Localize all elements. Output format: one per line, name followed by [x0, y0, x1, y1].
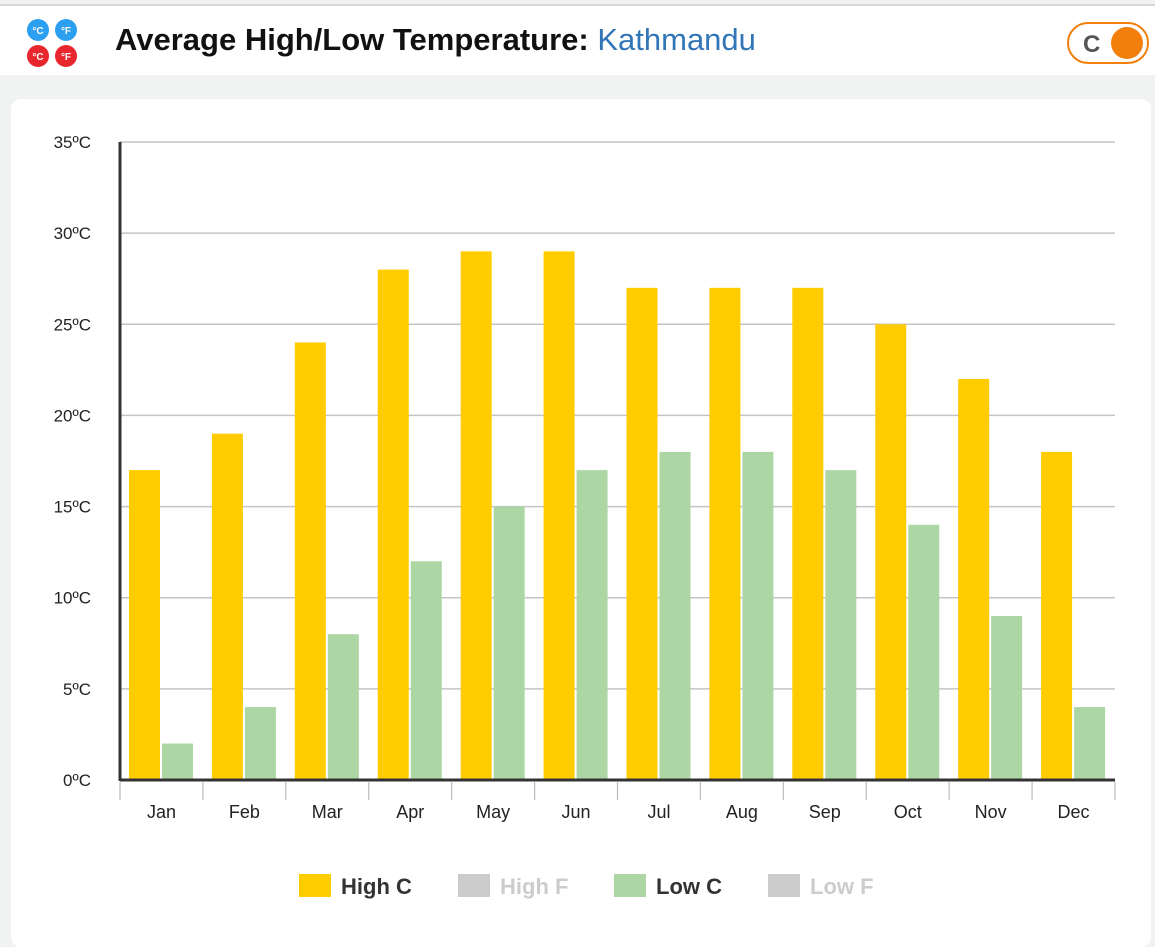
legend-item-high-c[interactable]: High C [299, 874, 412, 899]
y-tick-label: 15ºC [54, 498, 91, 517]
bar-low-c-jun [576, 470, 608, 780]
bar-high-c-sep [792, 287, 824, 780]
header: °C °F °C °F Average High/Low Temperature… [0, 6, 1155, 75]
x-tick-label: Feb [229, 802, 260, 822]
bar-high-c-may [460, 251, 492, 780]
x-tick-label: Jul [647, 802, 670, 822]
x-tick-label: Apr [396, 802, 424, 822]
x-tick-label: Jun [562, 802, 591, 822]
x-tick-label: Mar [312, 802, 343, 822]
top-border [0, 4, 1155, 6]
x-tick-label: Nov [975, 802, 1007, 822]
bar-low-c-aug [742, 451, 774, 780]
x-tick-label: Sep [809, 802, 841, 822]
bar-high-c-jan [129, 470, 160, 780]
legend-item-high-f[interactable]: High F [458, 874, 568, 899]
unit-toggle[interactable]: C [1067, 22, 1149, 64]
bar-low-c-oct [908, 524, 940, 780]
x-tick-label: Aug [726, 802, 758, 822]
legend-swatch [299, 874, 331, 897]
bar-low-c-may [493, 506, 525, 780]
bar-low-c-sep [825, 470, 857, 780]
bar-high-c-mar [294, 342, 326, 780]
bar-high-c-jun [543, 251, 575, 780]
y-tick-label: 10ºC [54, 589, 91, 608]
y-tick-label: 35ºC [54, 133, 91, 152]
legend-label: High F [500, 874, 568, 899]
x-tick-label: Dec [1058, 802, 1090, 822]
legend-label: High C [341, 874, 412, 899]
page-title: Average High/Low Temperature: Kathmandu [115, 22, 756, 58]
bar-low-c-jul [659, 451, 691, 780]
bar-low-c-mar [327, 634, 359, 780]
title-text: Average High/Low Temperature: [115, 22, 589, 57]
legend-item-low-c[interactable]: Low C [614, 874, 722, 899]
temperature-units-logo: °C °F °C °F [27, 19, 77, 67]
y-tick-label: 5ºC [63, 680, 91, 699]
bar-high-c-feb [211, 433, 243, 780]
y-tick-label: 30ºC [54, 224, 91, 243]
bar-high-c-dec [1041, 451, 1073, 780]
bar-low-c-apr [410, 561, 442, 780]
bar-high-c-nov [958, 378, 990, 780]
svg-text:°F: °F [61, 26, 71, 37]
x-tick-label: Jan [147, 802, 176, 822]
bar-high-c-apr [377, 269, 409, 780]
y-tick-label: 20ºC [54, 406, 91, 425]
legend-label: Low C [656, 874, 722, 899]
bar-high-c-aug [709, 287, 741, 780]
x-tick-label: Oct [894, 802, 922, 822]
bar-low-c-feb [244, 707, 276, 780]
svg-text:°C: °C [32, 26, 43, 37]
legend-item-low-f[interactable]: Low F [768, 874, 874, 899]
bar-high-c-jul [626, 287, 658, 780]
legend-swatch [614, 874, 646, 897]
y-tick-label: 0ºC [63, 771, 91, 790]
bar-low-c-dec [1074, 707, 1106, 780]
x-tick-label: May [476, 802, 510, 822]
unit-toggle-label: C [1083, 31, 1101, 58]
y-tick-label: 25ºC [54, 315, 91, 334]
bar-low-c-nov [991, 615, 1023, 780]
svg-text:°C: °C [32, 52, 43, 63]
chart-card: 0ºC 5ºC 10ºC 15ºC 20ºC 25ºC 30ºC 35ºC Jan Feb Mar A… [11, 99, 1151, 947]
legend-swatch [768, 874, 800, 897]
temperature-bar-chart: 0ºC 5ºC 10ºC 15ºC 20ºC 25ºC 30ºC 35ºC Jan Feb Mar A… [54, 133, 1116, 899]
legend-label: Low F [810, 874, 874, 899]
bar-high-c-oct [875, 324, 907, 780]
svg-text:°F: °F [61, 52, 71, 63]
bar-low-c-jan [162, 743, 193, 780]
city-link[interactable]: Kathmandu [597, 22, 756, 57]
legend-swatch [458, 874, 490, 897]
toggle-knob [1111, 27, 1143, 59]
